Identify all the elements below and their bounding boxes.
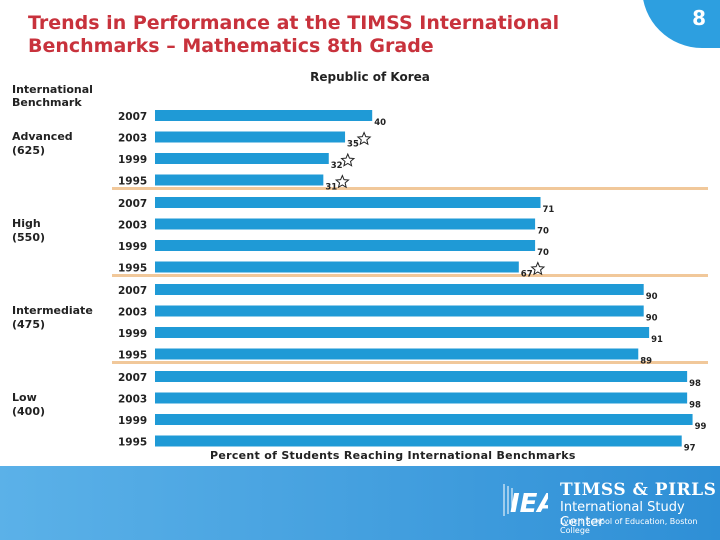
bar <box>155 110 373 121</box>
bar <box>155 435 682 447</box>
year-label: 1995 <box>118 176 147 188</box>
value-label: 90 <box>646 314 658 324</box>
bar <box>155 371 688 382</box>
bar <box>155 240 536 251</box>
year-label: 2007 <box>118 285 147 297</box>
value-label: 98 <box>689 379 701 389</box>
bar-chart: 2007 40 2003 35 1999 32 1995 31 2007 71 2003 70 1999… <box>118 110 707 454</box>
value-label: 99 <box>695 422 707 432</box>
bar <box>155 197 541 208</box>
value-label: 70 <box>537 227 549 237</box>
year-label: 1995 <box>118 350 147 362</box>
row-heading: International Benchmark <box>12 83 93 109</box>
value-label: 35 <box>347 140 359 150</box>
bar <box>155 284 644 295</box>
title-line-1: Trends in Performance at the TIMSS Inter… <box>28 12 560 34</box>
significance-star-icon <box>340 152 356 167</box>
value-label: 89 <box>640 357 652 367</box>
year-label: 1995 <box>118 437 147 449</box>
benchmark-label-score: (550) <box>12 231 46 244</box>
bar <box>155 327 650 338</box>
value-label: 67 <box>521 270 533 280</box>
row-heading-line-2: Benchmark <box>12 96 82 109</box>
value-label: 71 <box>543 205 555 215</box>
bar <box>155 261 519 273</box>
bar <box>155 305 644 317</box>
bar <box>155 414 693 425</box>
significance-star-icon <box>334 174 350 189</box>
year-label: 2003 <box>118 133 147 145</box>
bar <box>155 131 346 143</box>
bar <box>155 174 324 186</box>
group-separator <box>112 187 708 190</box>
significance-star-icon <box>356 131 372 146</box>
bar <box>155 153 329 164</box>
footer-line-1: TIMSS & PIRLS <box>560 480 717 500</box>
value-label: 40 <box>374 118 386 128</box>
year-label: 1999 <box>118 328 147 340</box>
title-line-2: Benchmarks – Mathematics 8th Grade <box>28 35 434 57</box>
year-label: 1999 <box>118 154 147 166</box>
chart-title: Republic of Korea <box>310 70 430 84</box>
value-label: 31 <box>325 183 337 193</box>
logo-letters: IEA <box>510 489 548 519</box>
year-label: 2007 <box>118 111 147 123</box>
value-label: 90 <box>646 292 658 302</box>
year-label: 2007 <box>118 198 147 210</box>
page-title: Trends in Performance at the TIMSS Inter… <box>28 12 628 58</box>
page-number: 8 <box>692 6 706 30</box>
year-label: 2007 <box>118 372 147 384</box>
benchmark-label-score: (475) <box>12 318 46 331</box>
iea-logo: IEA <box>503 484 548 519</box>
footer-line-3: Lynch School of Education, Boston Colleg… <box>560 517 698 535</box>
group-separator <box>112 361 708 364</box>
row-heading-line-1: International <box>12 83 93 96</box>
benchmark-label: Advanced (625) <box>12 130 73 158</box>
value-label: 91 <box>651 335 663 345</box>
benchmark-label-score: (625) <box>12 144 46 157</box>
benchmark-label-name: Low <box>12 391 37 404</box>
benchmark-label: Intermediate (475) <box>12 304 93 332</box>
footer-band <box>0 466 720 540</box>
benchmark-label-name: Intermediate <box>12 304 93 317</box>
value-label: 97 <box>684 444 696 454</box>
bar <box>155 392 688 404</box>
benchmark-label-name: High <box>12 217 41 230</box>
bar <box>155 218 536 230</box>
benchmark-label-score: (400) <box>12 405 46 418</box>
significance-star-icon <box>530 261 546 276</box>
value-label: 98 <box>689 401 701 411</box>
year-label: 2003 <box>118 394 147 406</box>
group-separator <box>112 274 708 277</box>
year-label: 1999 <box>118 415 147 427</box>
benchmark-label: High (550) <box>12 217 45 245</box>
value-label: 32 <box>331 161 343 171</box>
bar <box>155 348 639 360</box>
value-label: 70 <box>537 248 549 258</box>
year-label: 2003 <box>118 307 147 319</box>
year-label: 2003 <box>118 220 147 232</box>
x-axis-label: Percent of Students Reaching Internation… <box>210 449 576 462</box>
year-label: 1995 <box>118 263 147 275</box>
footer-line-2: International Study Center <box>560 500 685 530</box>
benchmark-label-name: Advanced <box>12 130 73 143</box>
year-label: 1999 <box>118 241 147 253</box>
benchmark-label: Low (400) <box>12 391 45 419</box>
